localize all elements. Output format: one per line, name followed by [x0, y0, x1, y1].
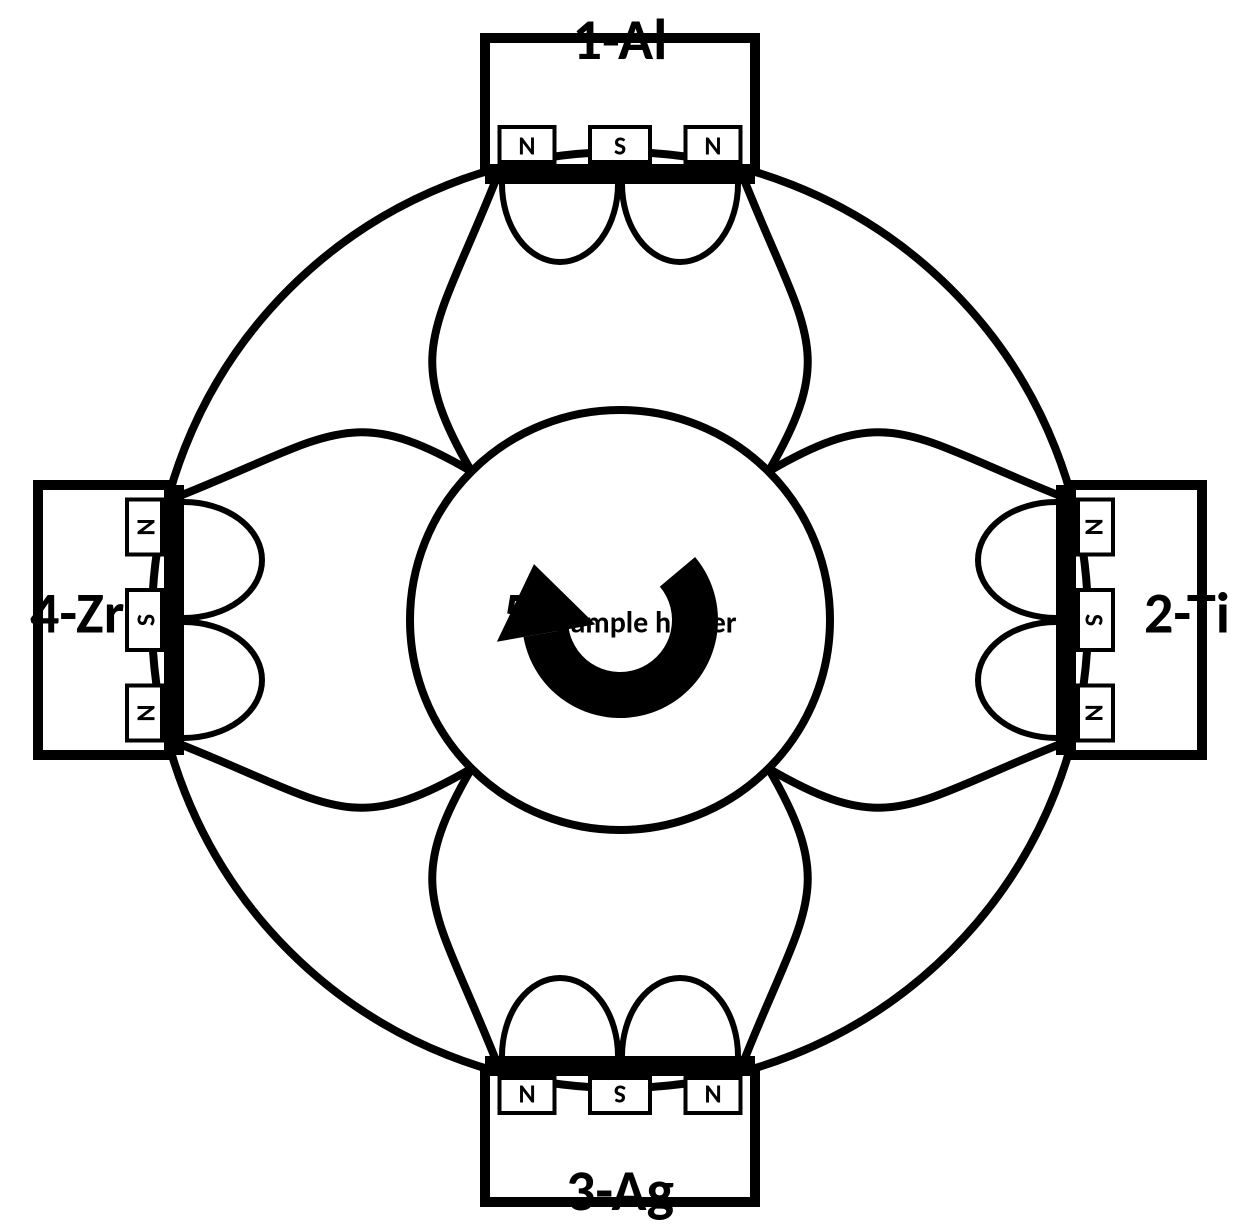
label-top: 1-Al	[573, 4, 668, 75]
center-label: 5- Sample holder	[503, 578, 736, 649]
target-top-n-right-text: N	[704, 130, 721, 162]
target-left-lobe	[184, 622, 262, 738]
target-top-surface	[485, 164, 755, 184]
target-top-lobe	[622, 184, 738, 262]
target-right-lobe	[978, 502, 1056, 618]
target-right-s-text: S	[1079, 614, 1111, 626]
label-right-num: 2	[1144, 578, 1173, 649]
target-right-chimney-left	[768, 432, 1058, 495]
target-left-lobe	[184, 502, 262, 618]
target-top-chimney-right	[745, 182, 808, 472]
target-right-n-left-text: N	[1079, 518, 1111, 535]
target-right-n-right-text: N	[1079, 704, 1111, 721]
target-bottom-chimney-right	[432, 768, 495, 1058]
label-right: 2-Ti	[1144, 578, 1230, 649]
target-top-n-left-text: N	[518, 130, 535, 162]
label-right-elem: Ti	[1187, 578, 1230, 649]
target-right-lobe	[978, 622, 1056, 738]
target-bottom-n-right-text: N	[518, 1079, 535, 1111]
label-bottom-num: 3	[566, 1155, 595, 1226]
target-right-chimney-right	[768, 745, 1058, 808]
label-bottom: 3-Ag	[566, 1155, 674, 1226]
target-left-chimney-right	[182, 432, 472, 495]
target-bottom-lobe	[622, 978, 738, 1056]
target-bottom-lobe	[502, 978, 618, 1056]
label-left-num: 4	[30, 578, 59, 649]
target-bottom-surface	[485, 1056, 755, 1076]
target-left-s-text: S	[130, 614, 162, 626]
center-num: 5	[503, 578, 532, 649]
target-left-n-left-text: N	[130, 704, 162, 721]
center-text: Sample holder	[556, 605, 736, 642]
target-left-surface	[164, 485, 184, 755]
target-bottom-chimney-left	[745, 768, 808, 1058]
target-top-chimney-left	[432, 182, 495, 472]
target-bottom-s-text: S	[614, 1079, 626, 1111]
target-top-s-text: S	[614, 130, 626, 162]
label-top-elem: Al	[618, 4, 667, 75]
diagram-canvas: N N S N N S N N S N N S 1-Al 2-Ti 3-Ag 4-Zr 5- Samp…	[0, 0, 1240, 1226]
target-left-n-right-text: N	[130, 518, 162, 535]
target-left-chimney-left	[182, 745, 472, 808]
target-bottom-n-left-text: N	[704, 1079, 721, 1111]
label-left: 4-Zr	[30, 578, 124, 649]
target-top-lobe	[502, 184, 618, 262]
target-right-surface	[1056, 485, 1076, 755]
label-top-num: 1	[573, 4, 602, 75]
label-left-elem: Zr	[76, 578, 124, 649]
label-bottom-elem: Ag	[611, 1155, 674, 1226]
